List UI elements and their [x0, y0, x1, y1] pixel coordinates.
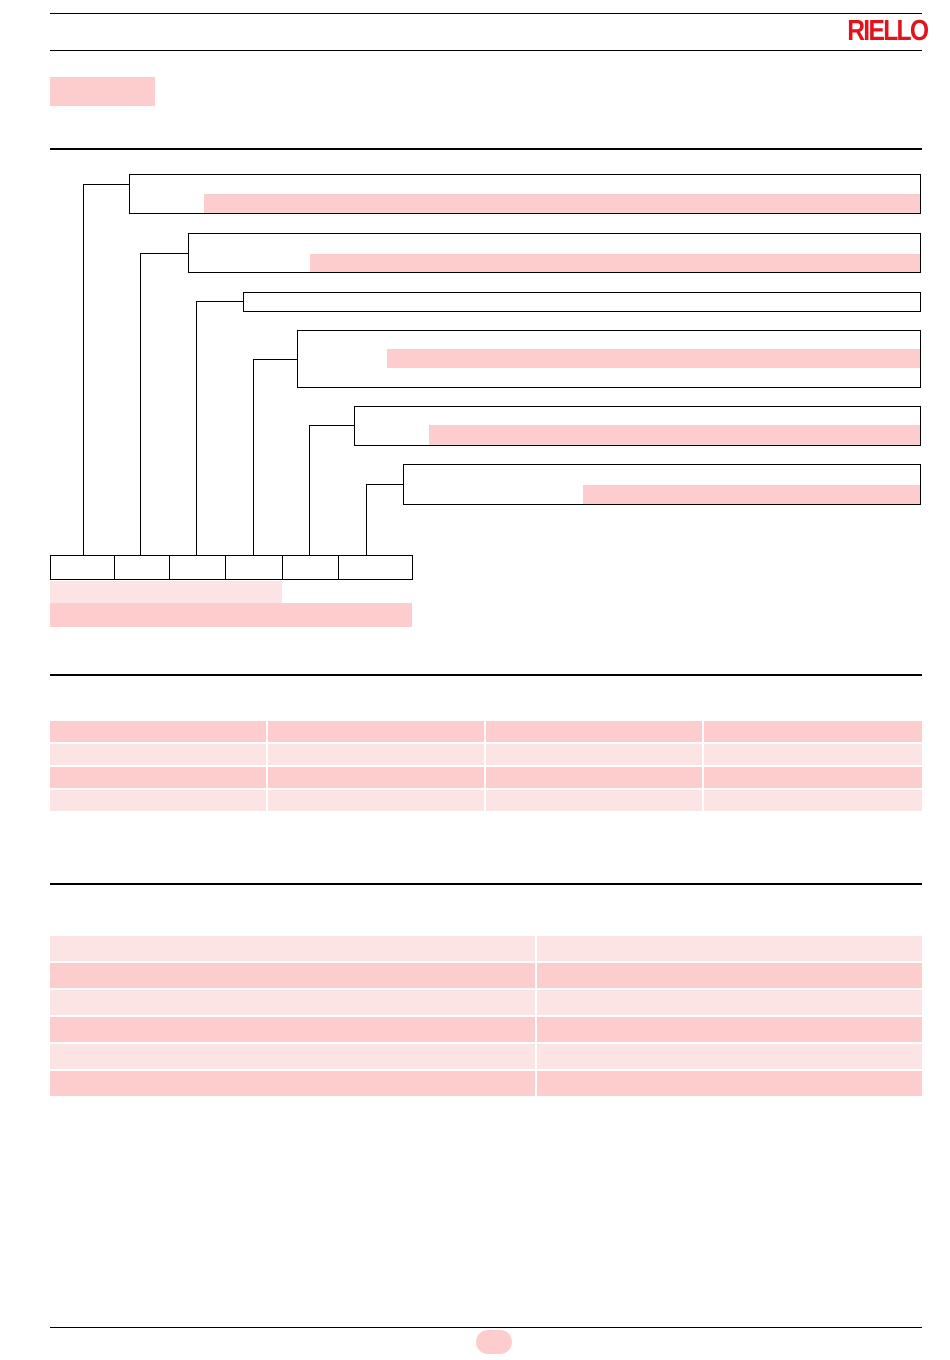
table-row	[50, 990, 922, 1017]
table-cell	[50, 744, 268, 767]
designation-box-5-highlight	[429, 425, 920, 445]
table-cell	[537, 1017, 922, 1044]
table-row	[50, 744, 922, 767]
table-cell	[537, 963, 922, 990]
table-cell	[50, 990, 537, 1017]
table-cell	[268, 721, 486, 744]
code-cell-1	[50, 555, 114, 580]
designation-box-3	[243, 292, 921, 312]
table-cell	[537, 1071, 922, 1098]
header-rule	[50, 50, 922, 51]
table-cell	[486, 721, 704, 744]
table-row	[50, 1071, 922, 1098]
connector-4-horizontal	[253, 359, 297, 360]
table-cell	[704, 790, 922, 813]
table-cell	[268, 744, 486, 767]
table-row	[50, 767, 922, 790]
table-cell	[50, 1017, 537, 1044]
table-row	[50, 1044, 922, 1071]
connector-4-vertical	[253, 359, 254, 555]
section-rule-table-1	[50, 674, 922, 676]
table-cell	[50, 721, 268, 744]
footer-rule	[50, 1327, 922, 1328]
section-label	[50, 77, 155, 106]
table-cell	[268, 767, 486, 790]
data-table-1	[50, 721, 922, 813]
section-rule-designation	[50, 148, 922, 150]
table-cell	[704, 767, 922, 790]
table-row	[50, 963, 922, 990]
code-cell-5	[282, 555, 338, 580]
connector-3-vertical	[196, 301, 197, 555]
table-cell	[704, 721, 922, 744]
connector-2-vertical	[140, 253, 141, 555]
table-cell	[704, 744, 922, 767]
table-row	[50, 1017, 922, 1044]
table-row	[50, 721, 922, 744]
connector-1-horizontal	[83, 184, 129, 185]
riello-logo: RIELLO	[847, 15, 929, 47]
designation-box-4-highlight	[387, 349, 920, 368]
code-cell-6	[338, 555, 413, 580]
designation-code-row	[50, 555, 413, 580]
section-rule-table-2	[50, 883, 922, 885]
code-cell-3	[169, 555, 225, 580]
code-cell-4	[225, 555, 282, 580]
connector-6-vertical	[366, 484, 367, 555]
connector-5-horizontal	[309, 425, 354, 426]
table-cell	[537, 990, 922, 1017]
table-cell	[268, 790, 486, 813]
connector-1-vertical	[83, 184, 84, 555]
data-table-2	[50, 936, 922, 1098]
code-caption-1	[50, 581, 282, 603]
connector-5-vertical	[309, 425, 310, 555]
connector-3-horizontal	[196, 301, 243, 302]
table-cell	[537, 1044, 922, 1071]
table-cell	[50, 1044, 537, 1071]
table-cell	[50, 1071, 537, 1098]
table-cell	[50, 767, 268, 790]
table-row	[50, 790, 922, 813]
connector-2-horizontal	[140, 253, 188, 254]
code-cell-2	[114, 555, 169, 580]
table-cell	[486, 767, 704, 790]
top-rule	[50, 13, 922, 14]
designation-box-2-highlight	[310, 254, 920, 272]
connector-6-horizontal	[366, 484, 403, 485]
table-row	[50, 936, 922, 963]
table-cell	[50, 790, 268, 813]
designation-box-6-highlight	[583, 485, 920, 504]
designation-box-1-highlight	[204, 194, 920, 213]
page-number-badge	[476, 1330, 512, 1354]
table-cell	[50, 963, 537, 990]
table-cell	[50, 936, 537, 963]
table-cell	[486, 744, 704, 767]
table-cell	[537, 936, 922, 963]
code-caption-2	[50, 603, 412, 627]
table-cell	[486, 790, 704, 813]
